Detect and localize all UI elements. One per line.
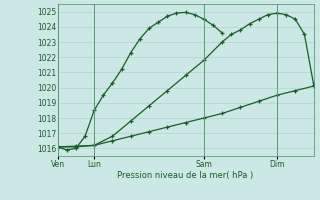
X-axis label: Pression niveau de la mer( hPa ): Pression niveau de la mer( hPa ) (117, 171, 254, 180)
